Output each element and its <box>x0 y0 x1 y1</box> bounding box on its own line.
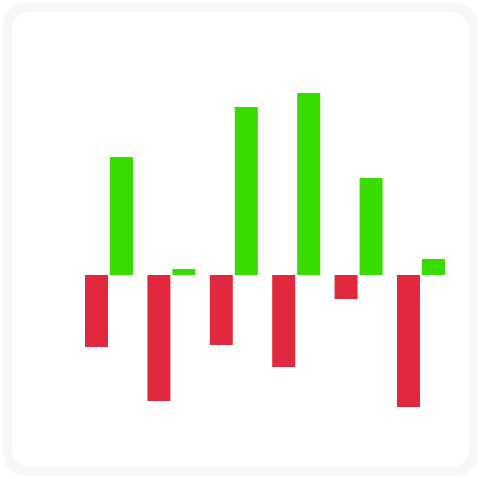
bar <box>397 275 420 407</box>
bar <box>85 275 108 347</box>
bar <box>272 275 296 367</box>
bar <box>359 178 383 275</box>
bar <box>422 259 445 275</box>
bar <box>172 269 196 275</box>
bar <box>334 275 358 299</box>
bar <box>147 275 171 401</box>
bar <box>209 275 233 345</box>
bar <box>297 93 321 275</box>
bar <box>110 157 133 275</box>
bar <box>234 107 258 275</box>
